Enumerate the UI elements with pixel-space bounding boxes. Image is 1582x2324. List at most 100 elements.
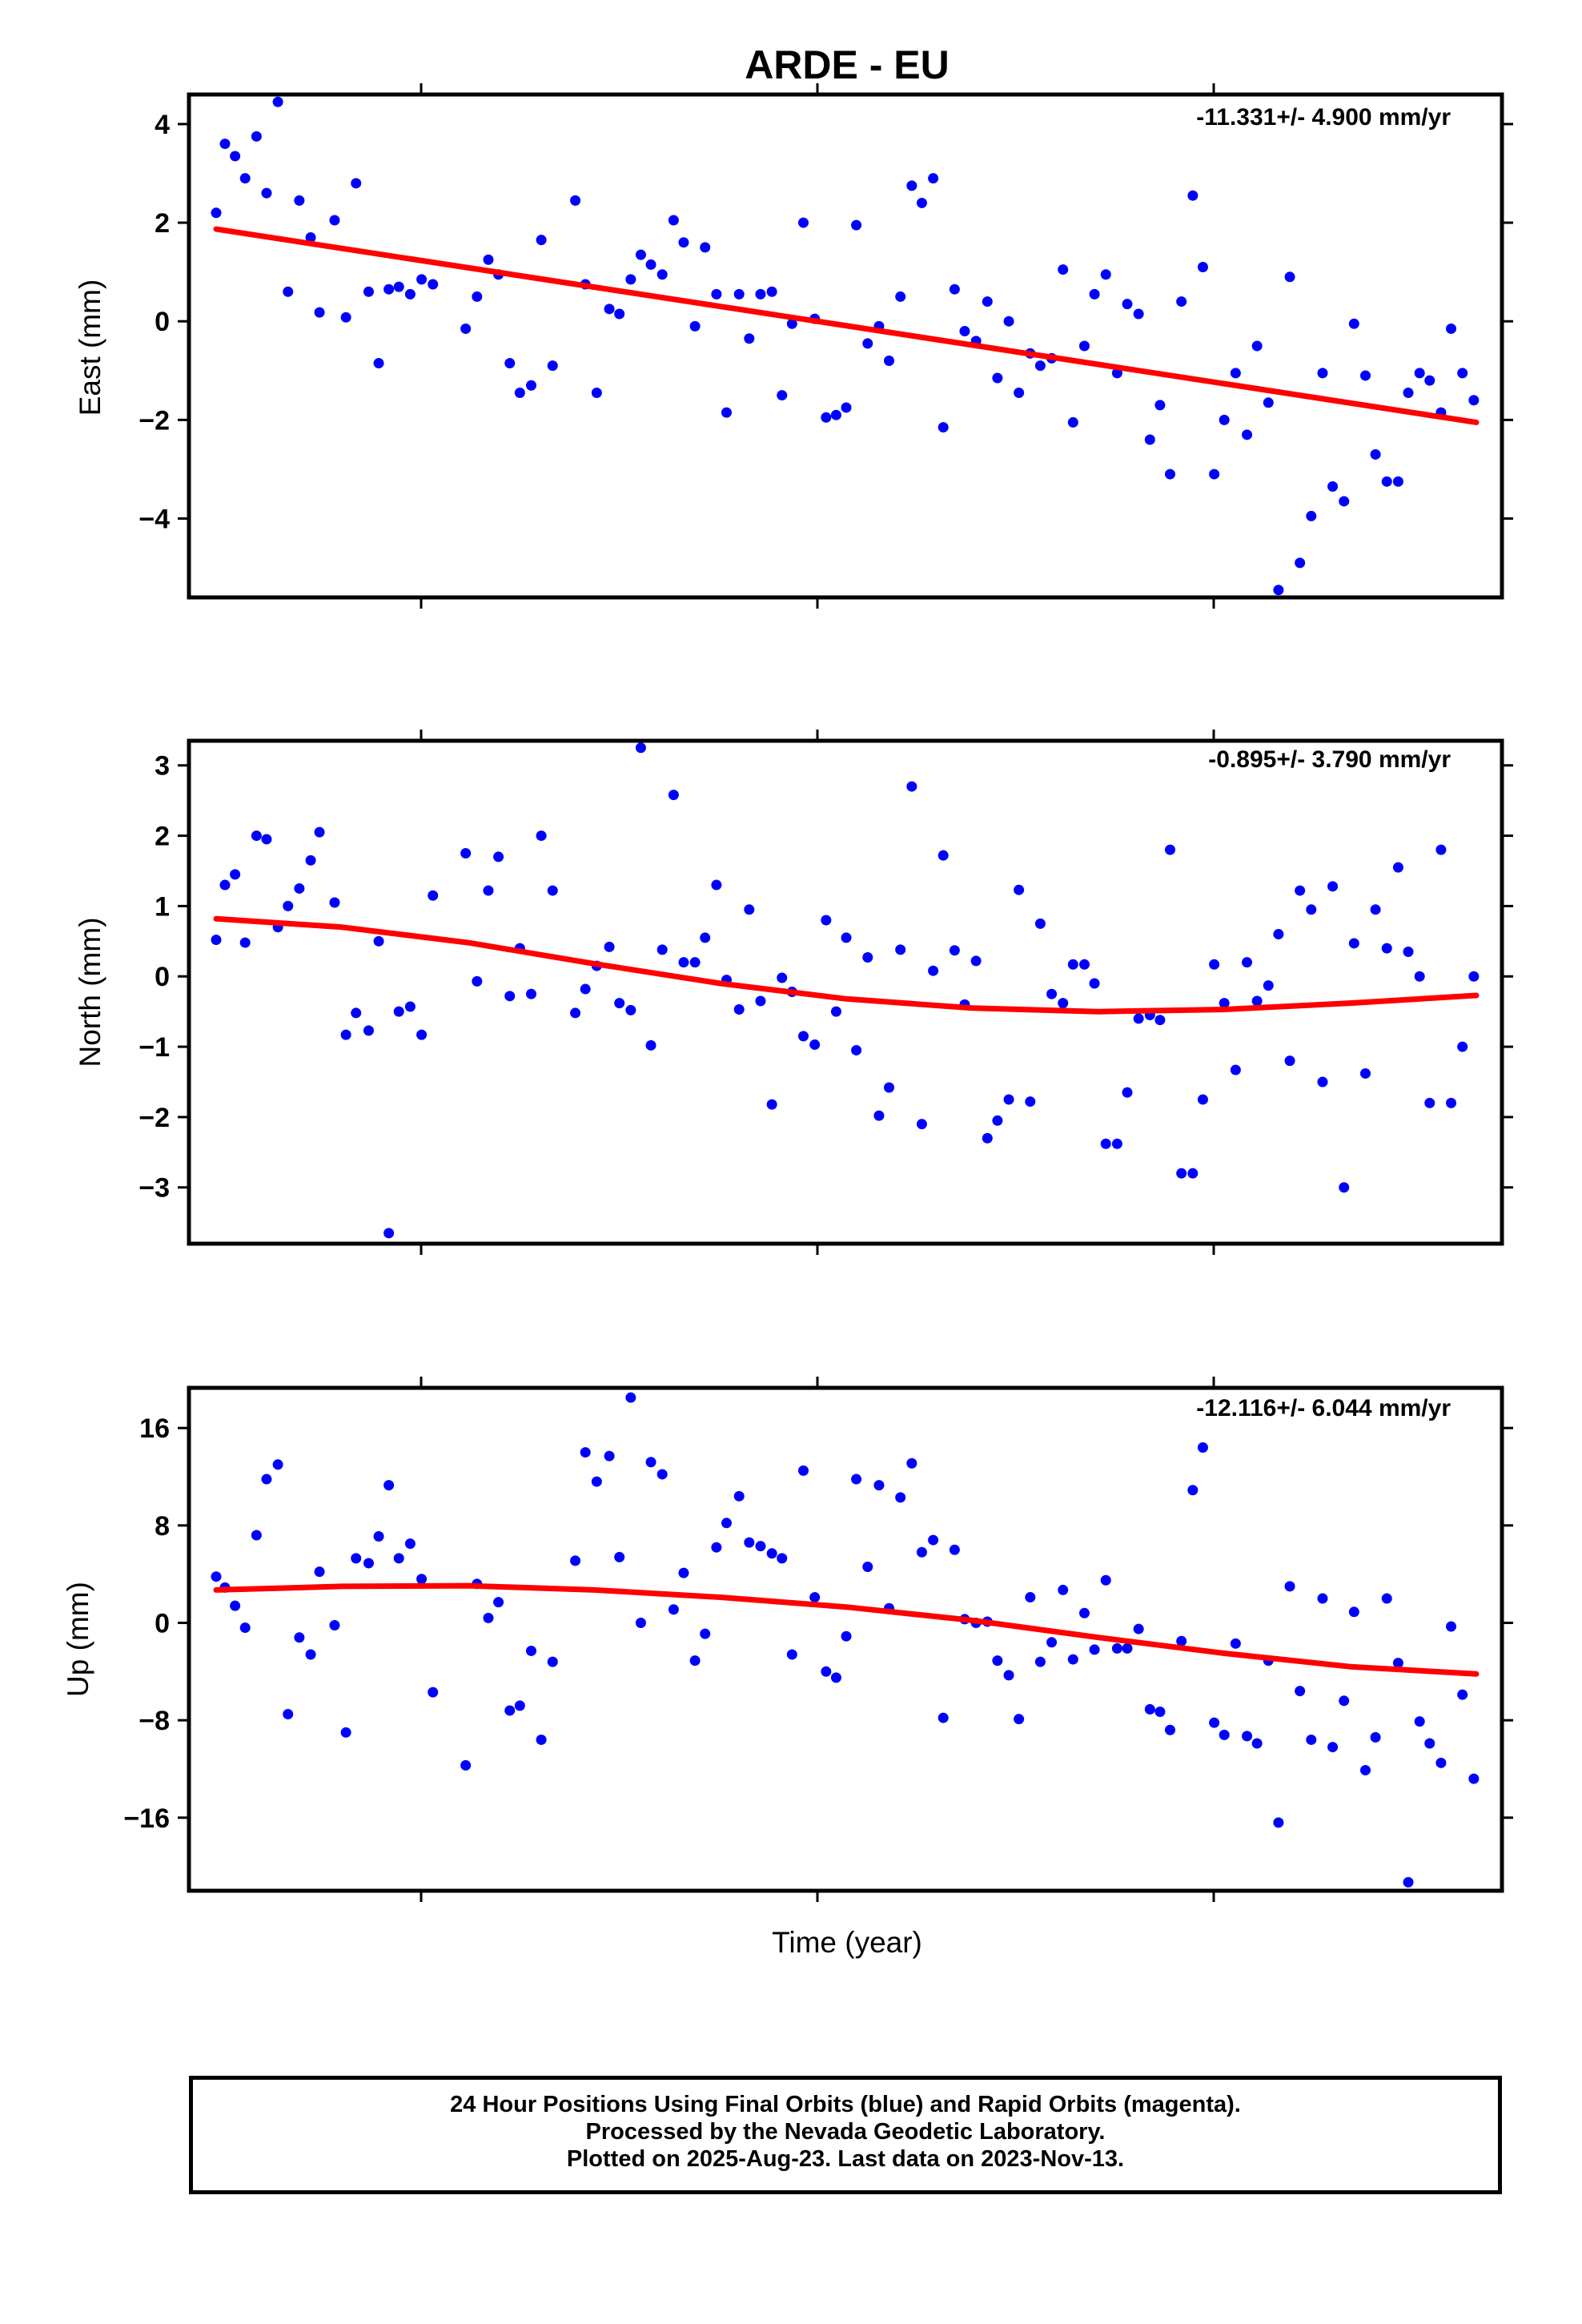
up-data-point bbox=[404, 1538, 416, 1550]
north-data-point bbox=[992, 1115, 1003, 1126]
north-data-point bbox=[211, 935, 222, 946]
up-data-point bbox=[744, 1537, 755, 1548]
east-data-point bbox=[1306, 510, 1317, 521]
north-data-point bbox=[733, 1004, 745, 1015]
north-data-point bbox=[1046, 988, 1058, 999]
east-data-point bbox=[645, 259, 656, 270]
north-data-point bbox=[614, 998, 625, 1009]
up-data-point bbox=[928, 1534, 939, 1546]
up-data-point bbox=[1457, 1689, 1468, 1700]
footer-line-2: Processed by the Nevada Geodetic Laborat… bbox=[585, 2119, 1106, 2145]
east-data-point bbox=[689, 320, 701, 332]
north-data-point bbox=[383, 1228, 395, 1239]
north-data-point bbox=[1165, 844, 1176, 855]
north-data-point bbox=[1209, 959, 1220, 970]
east-y-tick-label: 2 bbox=[155, 208, 170, 239]
up-data-point bbox=[373, 1531, 384, 1542]
north-data-point bbox=[656, 944, 668, 955]
up-data-point bbox=[656, 1469, 668, 1480]
up-data-point bbox=[625, 1392, 636, 1403]
east-data-point bbox=[1414, 368, 1425, 379]
east-fit-line bbox=[213, 226, 1480, 425]
up-data-point bbox=[1446, 1621, 1457, 1632]
east-data-point bbox=[1284, 271, 1295, 283]
up-data-point bbox=[428, 1687, 439, 1698]
east-data-point bbox=[1034, 360, 1046, 372]
north-data-point bbox=[830, 1006, 841, 1017]
east-data-point bbox=[949, 283, 960, 295]
east-data-point bbox=[982, 296, 993, 308]
north-y-tick-label: 0 bbox=[155, 962, 170, 992]
east-data-point bbox=[1122, 299, 1133, 310]
up-data-point bbox=[830, 1672, 841, 1683]
up-data-point bbox=[1251, 1738, 1263, 1749]
up-data-point bbox=[1370, 1731, 1381, 1743]
north-data-point bbox=[460, 848, 472, 859]
east-data-point bbox=[1014, 387, 1025, 398]
east-data-point bbox=[283, 286, 294, 297]
north-data-point bbox=[314, 826, 325, 838]
east-data-point bbox=[1058, 264, 1069, 275]
north-data-point bbox=[668, 790, 679, 801]
east-data-point bbox=[1089, 288, 1100, 300]
up-data-point bbox=[1295, 1686, 1306, 1697]
north-data-point bbox=[862, 952, 873, 963]
east-data-point bbox=[786, 318, 797, 329]
up-data-point bbox=[1025, 1592, 1036, 1603]
east-data-point bbox=[1251, 340, 1263, 352]
east-y-tick-label: −2 bbox=[139, 405, 170, 436]
up-data-point bbox=[547, 1656, 558, 1667]
east-data-point bbox=[351, 178, 362, 189]
north-data-point bbox=[504, 991, 516, 1002]
up-data-point bbox=[493, 1597, 504, 1608]
north-data-point bbox=[1424, 1097, 1435, 1108]
north-data-point bbox=[1014, 884, 1025, 895]
up-data-point bbox=[645, 1457, 656, 1468]
north-data-point bbox=[809, 1039, 821, 1050]
up-data-point bbox=[821, 1666, 832, 1677]
east-data-point bbox=[906, 180, 917, 191]
east-y-tick-label: −4 bbox=[139, 504, 170, 534]
up-data-point bbox=[678, 1567, 689, 1578]
east-data-point bbox=[830, 409, 841, 420]
up-data-point bbox=[230, 1600, 241, 1611]
north-data-point bbox=[1306, 904, 1317, 915]
up-data-point bbox=[1058, 1584, 1069, 1595]
north-data-point bbox=[689, 957, 701, 968]
north-data-point bbox=[283, 900, 294, 911]
east-data-point bbox=[1327, 480, 1339, 492]
east-data-point bbox=[1446, 323, 1457, 334]
east-data-point bbox=[1209, 468, 1220, 480]
north-data-point bbox=[580, 983, 591, 995]
up-data-point bbox=[797, 1465, 809, 1476]
east-data-point bbox=[928, 173, 939, 184]
up-data-point bbox=[700, 1628, 711, 1639]
east-data-point bbox=[393, 281, 404, 292]
north-data-point bbox=[700, 932, 711, 943]
east-data-point bbox=[373, 358, 384, 369]
up-data-point bbox=[1209, 1717, 1220, 1728]
east-data-point bbox=[668, 215, 679, 226]
east-data-point bbox=[656, 269, 668, 280]
north-data-point bbox=[797, 1031, 809, 1042]
east-data-point bbox=[938, 422, 949, 433]
up-data-point bbox=[483, 1612, 494, 1623]
east-data-point bbox=[591, 387, 602, 398]
east-data-point bbox=[1273, 585, 1284, 596]
north-data-point bbox=[1295, 885, 1306, 896]
east-data-point bbox=[1348, 318, 1359, 329]
east-data-point bbox=[1003, 316, 1014, 327]
north-data-point bbox=[219, 879, 231, 891]
east-data-point bbox=[1067, 416, 1078, 428]
east-data-point bbox=[635, 249, 646, 260]
east-data-point bbox=[547, 360, 558, 372]
north-data-point bbox=[472, 975, 483, 987]
up-data-point bbox=[1327, 1742, 1339, 1753]
up-data-point bbox=[1435, 1757, 1447, 1768]
east-data-point bbox=[483, 254, 494, 265]
north-data-point bbox=[1242, 957, 1253, 968]
east-data-point bbox=[744, 333, 755, 344]
up-data-point bbox=[294, 1632, 305, 1643]
up-data-point bbox=[766, 1548, 777, 1559]
east-data-point bbox=[821, 412, 832, 423]
